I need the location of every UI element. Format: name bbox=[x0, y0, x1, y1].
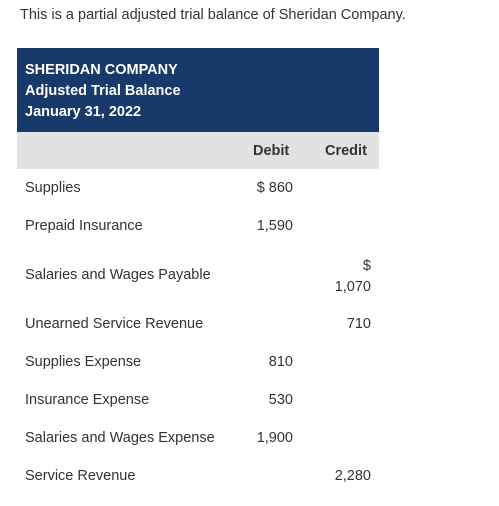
trial-balance-table: SHERIDAN COMPANY Adjusted Trial Balance … bbox=[17, 48, 379, 169]
account-name: Supplies bbox=[25, 180, 81, 196]
debit-column-header: Debit bbox=[253, 143, 290, 159]
account-name: Prepaid Insurance bbox=[25, 218, 143, 234]
report-date: January 31, 2022 bbox=[25, 104, 142, 120]
credit-value: 710 bbox=[346, 316, 371, 332]
intro-text: This is a partial adjusted trial balance… bbox=[20, 7, 406, 23]
credit-value: $ 1,070 bbox=[335, 256, 371, 298]
column-header-row: Debit Credit bbox=[17, 132, 379, 169]
account-name: Supplies Expense bbox=[25, 354, 142, 370]
debit-value: 530 bbox=[268, 392, 293, 408]
debit-value: 810 bbox=[268, 354, 293, 370]
table-header: SHERIDAN COMPANY Adjusted Trial Balance … bbox=[17, 48, 379, 132]
credit-amount: 1,070 bbox=[334, 279, 371, 295]
credit-currency-symbol: $ bbox=[362, 258, 371, 274]
debit-value: 1,900 bbox=[256, 430, 293, 446]
account-name: Service Revenue bbox=[25, 468, 136, 484]
account-name: Insurance Expense bbox=[25, 392, 150, 408]
account-name: Salaries and Wages Expense bbox=[25, 430, 215, 446]
report-title: Adjusted Trial Balance bbox=[25, 83, 181, 99]
company-name: SHERIDAN COMPANY bbox=[25, 62, 178, 78]
credit-column-header: Credit bbox=[325, 143, 367, 159]
debit-value: $ 860 bbox=[256, 180, 293, 196]
credit-value: 2,280 bbox=[334, 468, 371, 484]
account-name: Unearned Service Revenue bbox=[25, 316, 204, 332]
debit-value: 1,590 bbox=[256, 218, 293, 234]
account-name: Salaries and Wages Payable bbox=[25, 267, 211, 283]
